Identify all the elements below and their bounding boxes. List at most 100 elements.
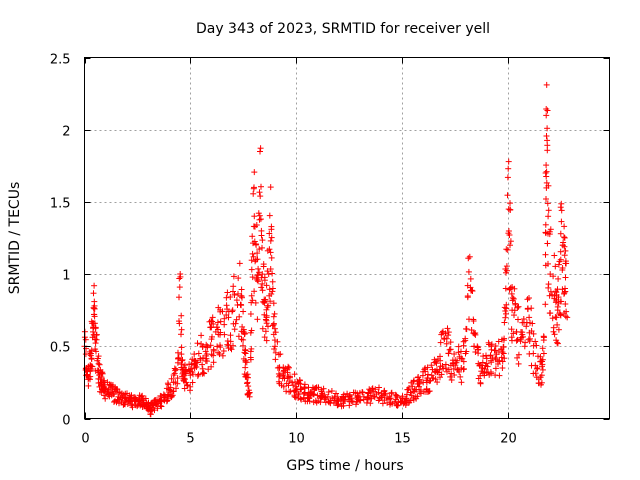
data-point bbox=[543, 133, 550, 139]
data-point bbox=[387, 401, 393, 408]
data-point bbox=[90, 290, 97, 297]
data-point bbox=[333, 390, 339, 397]
data-point bbox=[129, 404, 136, 411]
data-point bbox=[238, 286, 245, 293]
data-point bbox=[91, 282, 98, 289]
data-point bbox=[460, 338, 467, 345]
data-point bbox=[538, 379, 545, 386]
data-point bbox=[236, 260, 243, 267]
data-point bbox=[504, 246, 511, 253]
data-point bbox=[488, 370, 495, 377]
data-point bbox=[192, 358, 198, 365]
data-point bbox=[367, 400, 374, 407]
data-point bbox=[262, 316, 269, 323]
data-point bbox=[372, 386, 379, 393]
data-point bbox=[408, 392, 415, 399]
data-point bbox=[539, 358, 545, 365]
data-point bbox=[545, 207, 552, 214]
data-point bbox=[227, 338, 234, 345]
data-point bbox=[530, 330, 537, 337]
data-point bbox=[259, 271, 266, 278]
data-point bbox=[395, 402, 401, 409]
data-point bbox=[508, 334, 515, 341]
data-point bbox=[91, 302, 98, 309]
data-point bbox=[540, 334, 547, 341]
data-points bbox=[81, 81, 571, 418]
data-point bbox=[167, 387, 174, 394]
data-point bbox=[240, 336, 247, 343]
data-point bbox=[503, 269, 509, 276]
data-point bbox=[191, 351, 198, 358]
data-point bbox=[505, 165, 512, 172]
data-point bbox=[193, 364, 200, 370]
data-point bbox=[219, 352, 226, 359]
data-point bbox=[250, 253, 257, 260]
data-point bbox=[404, 391, 410, 398]
data-point bbox=[269, 288, 276, 295]
data-point bbox=[257, 216, 264, 223]
data-point bbox=[92, 340, 99, 347]
data-point bbox=[256, 216, 263, 223]
data-point bbox=[256, 189, 263, 196]
data-point bbox=[277, 351, 284, 358]
data-point bbox=[552, 314, 559, 321]
data-point bbox=[515, 351, 522, 358]
data-point bbox=[290, 382, 297, 389]
data-point bbox=[312, 385, 319, 392]
data-point bbox=[515, 303, 522, 310]
y-tick-label: 0 bbox=[62, 414, 70, 429]
data-point bbox=[550, 324, 557, 331]
data-point bbox=[287, 373, 293, 380]
data-point bbox=[325, 398, 332, 405]
data-point bbox=[537, 374, 544, 381]
data-point bbox=[492, 343, 499, 349]
data-point bbox=[112, 384, 119, 391]
data-point bbox=[496, 372, 503, 379]
data-point bbox=[94, 355, 101, 362]
data-point bbox=[170, 388, 177, 395]
data-point bbox=[549, 315, 556, 322]
data-point bbox=[460, 366, 467, 373]
data-point bbox=[480, 353, 487, 360]
data-point bbox=[554, 340, 561, 347]
data-point bbox=[204, 358, 210, 365]
data-point bbox=[355, 393, 362, 400]
data-point bbox=[240, 342, 246, 349]
data-point bbox=[434, 379, 441, 386]
data-point bbox=[495, 361, 501, 367]
data-point bbox=[561, 289, 568, 296]
data-point bbox=[262, 328, 269, 335]
data-point bbox=[254, 316, 261, 323]
data-point bbox=[85, 382, 92, 389]
data-point bbox=[388, 390, 395, 397]
data-point bbox=[251, 169, 258, 176]
data-point bbox=[555, 326, 562, 333]
data-point bbox=[544, 240, 551, 247]
data-point bbox=[231, 326, 238, 333]
data-point bbox=[110, 391, 117, 398]
data-point bbox=[499, 365, 506, 371]
data-point bbox=[465, 255, 472, 262]
data-point bbox=[376, 384, 382, 391]
y-tick-labels: 0 0.5 1 1.5 2 2.5 bbox=[50, 53, 71, 429]
data-point bbox=[455, 349, 462, 356]
data-point bbox=[92, 346, 99, 353]
data-point bbox=[98, 370, 105, 377]
data-point bbox=[416, 376, 423, 383]
data-point bbox=[259, 287, 266, 294]
data-point bbox=[100, 384, 107, 391]
data-point bbox=[465, 268, 472, 275]
data-point bbox=[219, 308, 226, 315]
data-point bbox=[264, 268, 271, 275]
data-point bbox=[188, 361, 195, 368]
data-point bbox=[443, 335, 450, 342]
data-point bbox=[257, 193, 264, 200]
data-point bbox=[214, 319, 221, 326]
data-point bbox=[547, 310, 554, 317]
data-point bbox=[210, 359, 217, 366]
data-point bbox=[320, 385, 327, 392]
data-point bbox=[504, 192, 511, 199]
data-point bbox=[550, 273, 557, 280]
data-point bbox=[245, 374, 251, 381]
data-point bbox=[261, 277, 268, 284]
